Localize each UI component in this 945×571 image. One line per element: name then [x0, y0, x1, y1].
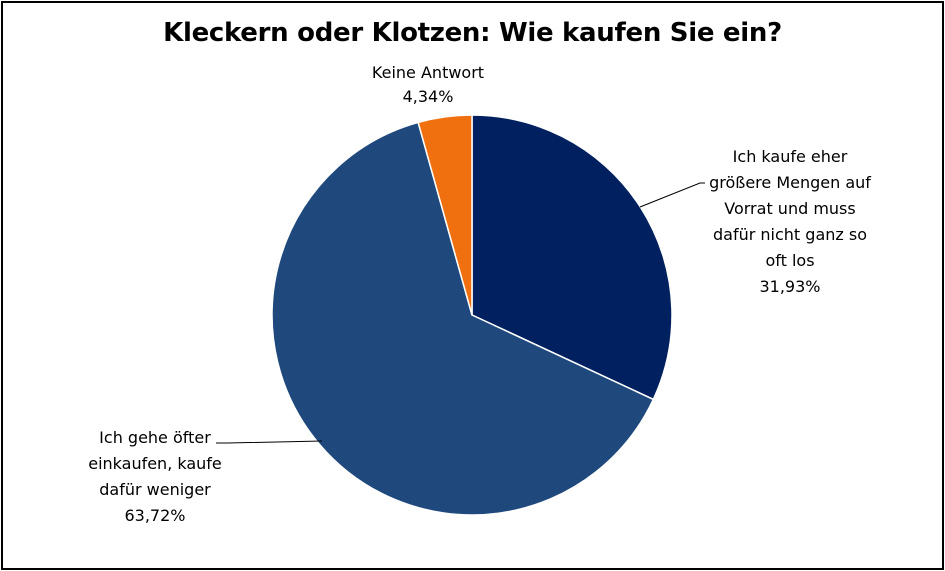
slice-data-label: Ich gehe öfter einkaufen, kaufe dafür weni…	[88, 428, 222, 525]
leader-line	[639, 182, 705, 208]
chart-title: Kleckern oder Klotzen: Wie kaufen Sie ei…	[163, 18, 782, 48]
slice-category-label: Ich gehe öfter	[99, 428, 211, 447]
slice-data-label: Ich kaufe eher größere Mengen auf Vorrat u…	[709, 147, 871, 296]
pie-slice	[417, 114, 473, 316]
slice-value-label: 63,72%	[124, 506, 185, 525]
slice-category-label: Ich kaufe eher	[733, 147, 848, 166]
slice-category-label: dafür nicht ganz so	[713, 225, 867, 244]
pie-slice	[471, 114, 673, 401]
slice-value-label: 4,34%	[403, 87, 454, 106]
slice-data-label: Keine Antwort 4,34%	[372, 63, 484, 106]
slice-category-label: Vorrat und muss	[724, 199, 855, 218]
slice-category-label: dafür weniger	[99, 480, 211, 499]
slice-category-label: oft los	[765, 251, 814, 270]
slice-category-label: größere Mengen auf	[709, 173, 871, 192]
slice-category-label: Keine Antwort	[372, 63, 484, 82]
slice-value-label: 31,93%	[759, 277, 820, 296]
pie-slice	[271, 121, 655, 516]
leader-line	[216, 440, 323, 444]
slice-category-label: einkaufen, kaufe	[88, 454, 222, 473]
